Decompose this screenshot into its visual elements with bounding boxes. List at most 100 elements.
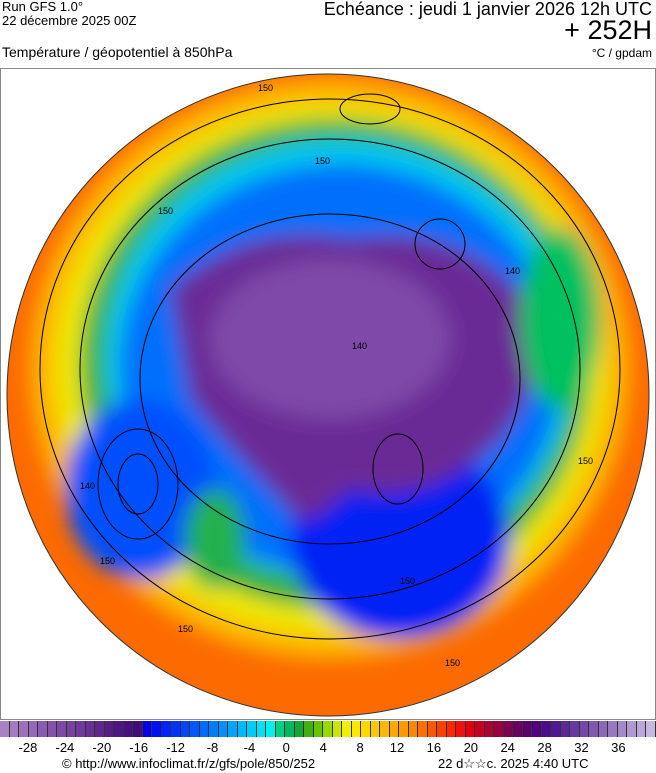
color-scale-cell <box>171 721 181 737</box>
color-scale-tick: -20 <box>92 740 112 755</box>
variable-title: Température / géopotentiel à 850hPa <box>2 44 233 60</box>
color-scale-ticks: -28 -24 -20 -16 -12 -8 -4 0 4 8 12 16 20 24 28 32 36 <box>0 740 656 756</box>
color-scale-cell <box>636 721 646 737</box>
color-scale-tick: 16 <box>426 740 442 755</box>
color-scale-cell <box>579 721 589 737</box>
contour-label: 150 <box>400 576 415 586</box>
color-scale-cell <box>446 721 456 737</box>
color-scale-cell <box>66 721 76 737</box>
color-scale-cell <box>209 721 219 737</box>
contour-label: 150 <box>158 206 173 216</box>
color-scale-cell <box>437 721 447 737</box>
color-scale-cell <box>218 721 228 737</box>
color-scale-cell <box>522 721 532 737</box>
color-scale-cell <box>152 721 162 737</box>
contour-label: 150 <box>315 156 330 166</box>
color-scale-tick: 8 <box>356 740 364 755</box>
color-scale-cell <box>627 721 637 737</box>
color-scale-cell <box>598 721 608 737</box>
color-scale-cell <box>541 721 551 737</box>
color-scale-cell <box>570 721 580 737</box>
color-scale-cell <box>608 721 618 737</box>
color-scale-tick: 36 <box>611 740 626 755</box>
color-scale-cell <box>332 721 342 737</box>
units-label: °C / gpdam <box>591 46 652 60</box>
color-scale-tick: 0 <box>282 740 290 755</box>
color-scale-cell <box>427 721 437 737</box>
color-scale-cell <box>123 721 133 737</box>
color-scale-cell <box>28 721 38 737</box>
color-scale-cell <box>38 721 48 737</box>
color-scale-cell <box>465 721 475 737</box>
color-scale-tick: -12 <box>166 740 185 755</box>
polar-temperature-map: 150 150 150 140 150 140 150 150 150 140 … <box>6 73 650 717</box>
color-scale-cell <box>513 721 523 737</box>
color-scale-cell <box>256 721 266 737</box>
color-scale-cell <box>228 721 238 737</box>
color-scale-tick: -24 <box>55 740 75 755</box>
color-scale-tick: -28 <box>18 740 38 755</box>
color-scale-cell <box>85 721 95 737</box>
contour-label: 150 <box>445 658 460 668</box>
color-scale-tick: -16 <box>129 740 149 755</box>
color-scale-cell <box>133 721 143 737</box>
color-scale-tick: 24 <box>500 740 515 755</box>
color-scale-cell <box>351 721 361 737</box>
color-scale-cell <box>370 721 380 737</box>
color-scale-cell <box>190 721 200 737</box>
globe-outline <box>6 73 650 717</box>
color-scale-cell <box>294 721 304 737</box>
color-scale-cell <box>266 721 276 737</box>
contour-label: 150 <box>178 624 193 634</box>
color-scale-cell <box>380 721 390 737</box>
color-scale-cell <box>408 721 418 737</box>
forecast-lead-time: + 252H <box>564 15 652 45</box>
color-scale-cell <box>285 721 295 737</box>
generated-timestamp: 22 d☆☆c. 2025 4:40 UTC <box>438 756 589 771</box>
contour-labels: 150 150 150 140 150 140 150 150 150 140 … <box>80 83 593 668</box>
color-scale-cell <box>304 721 314 737</box>
color-scale-cell <box>76 721 86 737</box>
color-scale-cell <box>418 721 428 737</box>
color-scale-cell <box>161 721 171 737</box>
color-scale-tick: -8 <box>206 740 219 755</box>
color-scale-cell <box>180 721 190 737</box>
color-scale-tick: 12 <box>389 740 405 755</box>
color-scale-cell <box>342 721 352 737</box>
color-scale-cell <box>503 721 513 737</box>
color-scale-tick: -4 <box>243 740 256 755</box>
color-scale-cell <box>0 721 10 737</box>
color-scale-cell <box>484 721 494 737</box>
color-scale-cell <box>475 721 485 737</box>
source-credit: © http://www.infoclimat.fr/z/gfs/pole/85… <box>62 756 316 771</box>
temperature-field <box>7 74 649 716</box>
color-scale-tick: 20 <box>463 740 479 755</box>
color-scale-cell <box>247 721 257 737</box>
color-scale-cell <box>19 721 29 737</box>
color-scale-cell <box>617 721 627 737</box>
color-scale-cell <box>9 721 19 737</box>
color-scale-cell <box>323 721 333 737</box>
color-scale-cell <box>456 721 466 737</box>
contour-label: 150 <box>578 456 593 466</box>
run-label: Run GFS 1.0° <box>2 0 84 14</box>
color-scale-tick: 28 <box>537 740 552 755</box>
color-scale-cell <box>551 721 561 737</box>
color-scale-cell <box>95 721 105 737</box>
color-scale-cell <box>646 721 656 737</box>
color-scale-cell <box>532 721 542 737</box>
color-scale-cell <box>47 721 57 737</box>
color-scale-cell <box>57 721 67 737</box>
color-scale-cell <box>104 721 114 737</box>
color-scale-bar <box>0 721 656 737</box>
contour-label: 150 <box>100 556 115 566</box>
color-scale-tick: 4 <box>319 740 327 755</box>
color-scale-cell <box>560 721 570 737</box>
color-scale-cell <box>361 721 371 737</box>
color-scale-cell <box>237 721 247 737</box>
contour-label: 140 <box>505 266 520 276</box>
geopotential-contours <box>39 93 621 640</box>
contour-label: 150 <box>258 83 273 93</box>
color-scale-cell <box>313 721 323 737</box>
forecast-valid-time: Echéance : jeudi 1 janvier 2026 12h UTC <box>323 0 652 19</box>
